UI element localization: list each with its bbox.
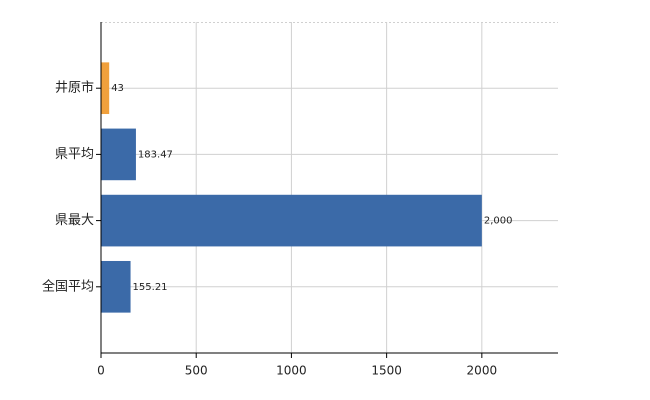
y-tick-label: 県平均 [55, 147, 94, 162]
bar [101, 128, 136, 181]
value-label: 155.21 [133, 282, 168, 293]
y-tick-label: 井原市 [55, 80, 94, 96]
x-tick-label: 500 [185, 364, 208, 378]
value-label: 43 [111, 83, 124, 94]
x-tick-label: 2000 [467, 364, 498, 378]
x-tick-label: 0 [97, 364, 105, 378]
x-tick-label: 1500 [371, 364, 402, 378]
y-tick-label: 県最大 [55, 213, 94, 228]
value-label: 183.47 [138, 149, 173, 160]
bar [101, 194, 482, 247]
bar [101, 62, 110, 115]
value-label: 2,000 [484, 216, 513, 227]
x-tick-label: 1000 [276, 364, 307, 378]
bar [101, 260, 131, 313]
y-tick-label: 全国平均 [42, 278, 94, 294]
